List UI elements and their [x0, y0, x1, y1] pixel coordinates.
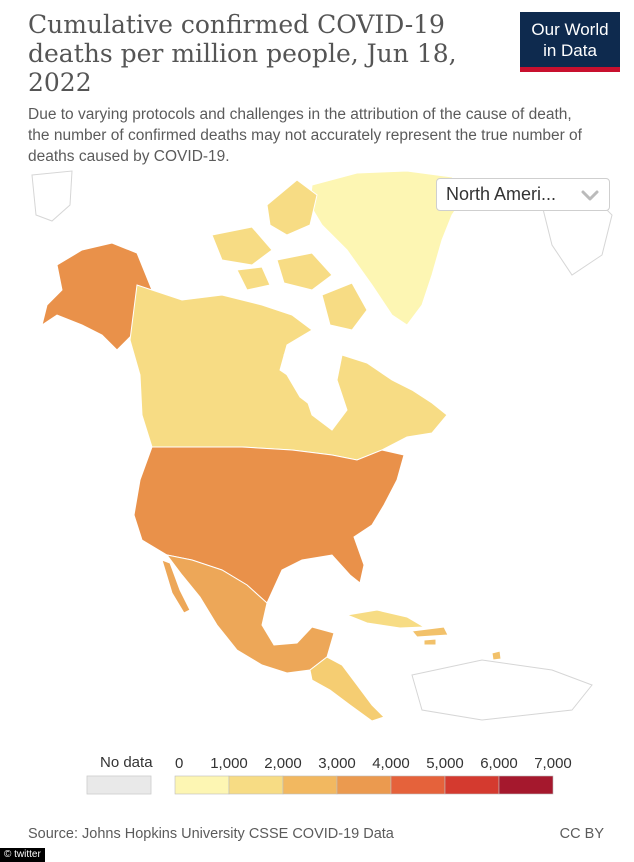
chart-subtitle: Due to varying protocols and challenges … [28, 106, 582, 165]
color-legend: 0 1,000 2,000 3,000 4,000 5,000 6,000 7,000 [86, 755, 572, 795]
legend-ticks: 0 1,000 2,000 3,000 4,000 5,000 6,000 7,000 [175, 755, 572, 772]
chart-title: Cumulative confirmed COVID-19 deaths per… [28, 10, 457, 97]
legend-bins [174, 775, 554, 795]
legend-bin-swatch[interactable] [336, 775, 392, 795]
region-caribbean[interactable] [411, 626, 502, 661]
legend-tick-label: 3,000 [318, 755, 356, 772]
choropleth-map [31, 170, 613, 722]
legend-bin-swatch[interactable] [390, 775, 446, 795]
legend-no-data-swatch[interactable] [86, 775, 152, 795]
region-baja-california[interactable] [161, 559, 191, 614]
legend-tick-label: 0 [175, 755, 183, 772]
legend-bin-swatch[interactable] [174, 775, 230, 795]
legend-tick-label: 1,000 [210, 755, 248, 772]
region-central-america[interactable] [309, 656, 385, 722]
legend-tick-label: 7,000 [534, 755, 572, 772]
owid-logo[interactable]: Our World in Data [520, 12, 620, 72]
region-arctic-islands[interactable] [211, 179, 368, 331]
legend-tick-label: 5,000 [426, 755, 464, 772]
region-cuba[interactable] [345, 609, 426, 629]
legend-bin-swatch[interactable] [228, 775, 284, 795]
legend-tick-label: 6,000 [480, 755, 518, 772]
logo-accent-bar [520, 67, 620, 72]
legend-no-data-label: No data [100, 754, 153, 771]
chevron-down-icon [581, 190, 599, 201]
hudson-bay [283, 344, 333, 411]
region-select-dropdown[interactable]: North Ameri... [436, 178, 610, 211]
logo-line-1: Our World [531, 20, 609, 39]
region-mexico[interactable] [165, 554, 335, 674]
legend-bin-swatch[interactable] [282, 775, 338, 795]
outside-region-outlines [31, 170, 613, 721]
footer-source[interactable]: Source: Johns Hopkins University CSSE CO… [28, 826, 394, 842]
chart-frame: Cumulative confirmed COVID-19 deaths per… [12, 0, 622, 848]
legend-bin-swatch[interactable] [444, 775, 500, 795]
region-greenland[interactable] [309, 170, 468, 326]
footer-license[interactable]: CC BY [559, 826, 604, 842]
twitter-watermark: © twitter [0, 848, 45, 862]
region-select-value: North Ameri... [446, 184, 557, 204]
legend-bin-swatch[interactable] [498, 775, 554, 795]
region-alaska[interactable] [41, 242, 153, 351]
logo-line-2: in Data [543, 41, 597, 60]
legend-tick-label: 2,000 [264, 755, 302, 772]
legend-tick-label: 4,000 [372, 755, 410, 772]
